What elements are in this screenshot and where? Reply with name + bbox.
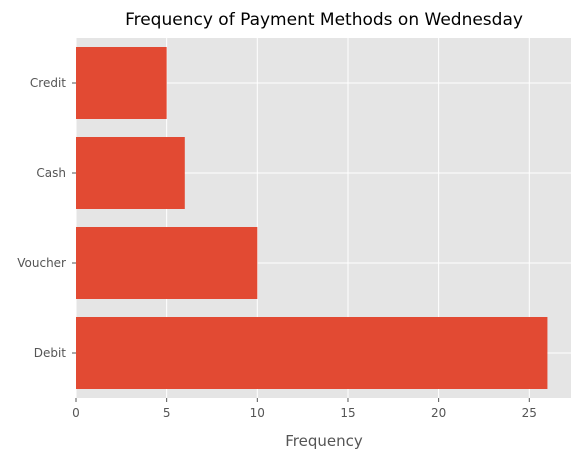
y-tick-label: Debit xyxy=(34,346,67,360)
bar-credit xyxy=(76,47,167,119)
x-tick-label: 25 xyxy=(522,406,537,420)
y-axis-ticks: Debit Voucher Cash Credit xyxy=(17,76,76,360)
bars xyxy=(76,47,548,389)
x-axis-label: Frequency xyxy=(285,432,363,450)
bar-debit xyxy=(76,317,548,389)
bar-cash xyxy=(76,137,185,209)
y-tick-label: Cash xyxy=(36,166,66,180)
y-tick-label: Voucher xyxy=(17,256,66,270)
x-tick-label: 5 xyxy=(163,406,171,420)
x-tick-label: 10 xyxy=(250,406,265,420)
chart-title: Frequency of Payment Methods on Wednesda… xyxy=(125,10,523,30)
x-tick-label: 0 xyxy=(72,406,80,420)
x-tick-label: 20 xyxy=(431,406,446,420)
bar-voucher xyxy=(76,227,258,299)
y-tick-label: Credit xyxy=(30,76,66,90)
x-axis-ticks: 0 5 10 15 20 25 xyxy=(72,398,537,420)
x-tick-label: 15 xyxy=(340,406,355,420)
